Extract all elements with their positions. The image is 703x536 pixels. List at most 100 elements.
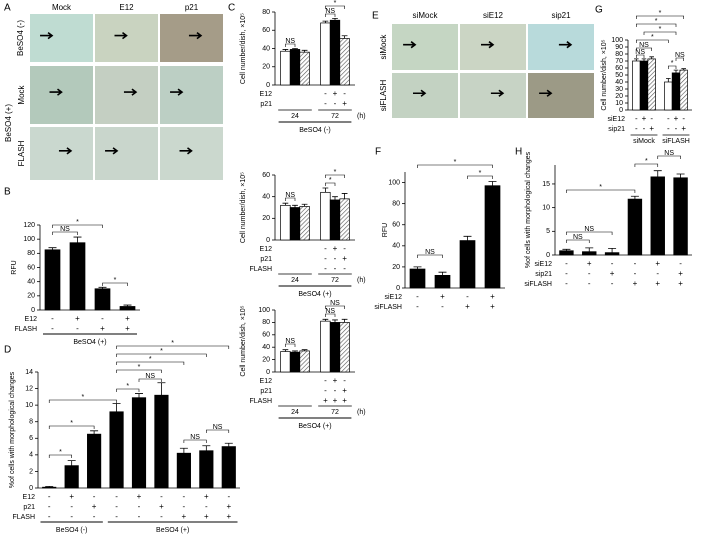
condition-sign: - [334, 254, 337, 263]
condition-label: p21 [260, 256, 272, 263]
significance-label: * [329, 177, 332, 184]
y-tick-label: 2 [29, 468, 33, 475]
panel-letter: F [375, 147, 381, 158]
condition-sign: - [70, 502, 73, 511]
error-bar [301, 349, 308, 351]
condition-sign: + [678, 279, 683, 288]
group-label: BeSO4 (+) [73, 339, 106, 346]
error-bar [562, 248, 571, 251]
arrow [481, 41, 495, 49]
micrograph [460, 73, 526, 118]
group-label: BeSO4 (+) [156, 527, 189, 534]
error-bar [301, 49, 308, 53]
significance-label: * [671, 60, 674, 67]
condition-sign: - [93, 512, 96, 521]
error-bar [488, 181, 497, 186]
error-bar [292, 204, 298, 208]
condition-label: FLASH [249, 266, 272, 273]
group-label: BeSO4 (-) [56, 527, 88, 534]
condition-sign: - [101, 314, 104, 323]
y-tick-label: 0 [31, 307, 35, 314]
bar [280, 204, 291, 241]
significance-label: NS [325, 308, 335, 315]
significance-bracket [116, 345, 230, 349]
x-unit: (h) [357, 113, 366, 120]
condition-sign: - [643, 124, 646, 133]
error-bar [322, 20, 329, 23]
error-bar [649, 56, 654, 59]
error-bar [641, 58, 647, 61]
y-tick-label: 14 [25, 369, 33, 376]
significance-bracket [566, 189, 636, 193]
error-bar [48, 247, 57, 250]
condition-label: FLASH [249, 398, 272, 405]
micrograph [528, 73, 594, 118]
arrow [558, 41, 573, 49]
significance-bracket [48, 425, 95, 429]
y-axis-label: RFU [382, 223, 389, 237]
row-header: siFLASH [379, 79, 388, 111]
y-tick-label: 4 [29, 452, 33, 459]
condition-sign: - [48, 512, 51, 521]
condition-label: FLASH [14, 326, 37, 333]
micrograph [95, 66, 158, 124]
y-tick-label: 12 [25, 385, 33, 392]
group-label: BeSO4 (+) [298, 423, 331, 430]
column-header: E12 [119, 3, 134, 12]
y-tick-label: 20 [262, 215, 270, 222]
arrow [403, 41, 417, 49]
condition-sign: - [565, 269, 568, 278]
error-bar [282, 202, 289, 206]
significance-label: NS [190, 434, 200, 441]
y-axis-label: %of cells with morphological changes [9, 371, 16, 488]
condition-sign: + [182, 512, 187, 521]
bar [484, 185, 501, 289]
group-label: BeSO4 (-) [299, 127, 331, 134]
condition-sign: + [125, 314, 130, 323]
error-bar [673, 69, 679, 73]
bar [289, 49, 301, 86]
significance-bracket [636, 39, 669, 43]
bar [647, 58, 656, 111]
panel-letter: H [515, 147, 522, 158]
error-bar [98, 286, 107, 289]
condition-sign: + [655, 259, 660, 268]
arrow [49, 88, 63, 96]
bar [280, 50, 291, 86]
error-bar [282, 349, 289, 352]
bar [664, 81, 673, 111]
condition-sign: + [204, 512, 209, 521]
bar [199, 450, 214, 489]
y-tick-label: 40 [262, 344, 270, 351]
y-tick-label: 20 [262, 64, 270, 71]
arrow [539, 89, 553, 97]
error-bar [676, 173, 685, 178]
error-bar [634, 58, 639, 61]
condition-label: siFLASH [524, 281, 552, 288]
y-tick-label: 30 [615, 86, 623, 93]
condition-sign: + [342, 254, 347, 263]
condition-sign: - [675, 124, 678, 133]
y-tick-label: 0 [546, 252, 550, 259]
significance-bracket [325, 174, 345, 178]
significance-bracket [636, 54, 645, 58]
significance-label: * [82, 394, 85, 401]
bar [131, 397, 147, 489]
significance-bracket [325, 313, 336, 317]
significance-label: NS [145, 373, 155, 380]
y-tick-label: 80 [262, 319, 270, 326]
significance-label: NS [664, 150, 674, 157]
condition-sign: - [227, 492, 230, 501]
condition-sign: + [92, 502, 97, 511]
y-tick-label: 50 [615, 72, 623, 79]
error-bar [135, 393, 143, 398]
condition-sign: - [70, 512, 73, 521]
error-bar [630, 195, 639, 200]
condition-label: E12 [260, 91, 273, 98]
condition-sign: - [635, 114, 638, 123]
bar [154, 394, 169, 489]
bar [299, 206, 310, 241]
significance-label: * [114, 277, 117, 284]
error-bar [413, 266, 422, 270]
significance-label: NS [584, 226, 594, 233]
